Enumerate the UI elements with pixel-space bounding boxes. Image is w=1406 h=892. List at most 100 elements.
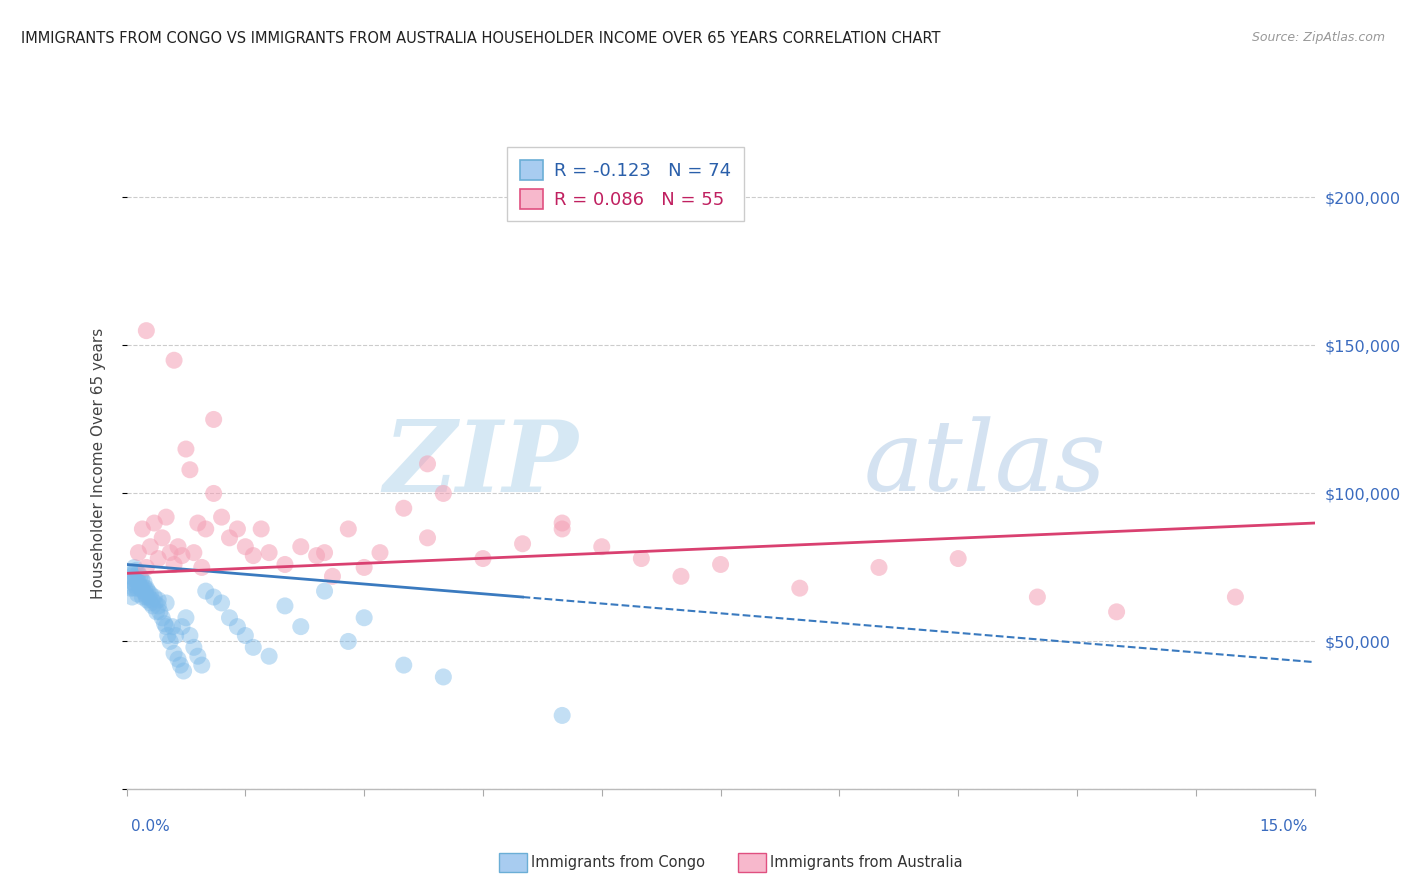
- Point: [143, 590, 166, 604]
- Point: [162, 619, 184, 633]
- Point: [132, 584, 155, 599]
- Point: [257, 649, 280, 664]
- Point: [416, 457, 439, 471]
- Point: [122, 566, 145, 581]
- Point: [131, 590, 153, 604]
- Point: [129, 581, 152, 595]
- Y-axis label: Householder Income Over 65 years: Householder Income Over 65 years: [91, 328, 105, 599]
- Point: [125, 563, 148, 577]
- Point: [122, 581, 145, 595]
- Point: [124, 572, 146, 586]
- Point: [174, 611, 197, 625]
- Point: [709, 558, 731, 572]
- Point: [135, 324, 157, 338]
- Point: [392, 501, 415, 516]
- Point: [169, 658, 191, 673]
- Point: [1225, 590, 1247, 604]
- Point: [226, 522, 249, 536]
- Text: Immigrants from Australia: Immigrants from Australia: [770, 855, 963, 870]
- Point: [211, 596, 233, 610]
- Point: [135, 590, 157, 604]
- Point: [148, 599, 170, 613]
- Point: [163, 353, 186, 368]
- Point: [314, 546, 336, 560]
- Point: [290, 540, 312, 554]
- Point: [191, 658, 214, 673]
- Point: [131, 522, 153, 536]
- Point: [337, 634, 360, 648]
- Point: [321, 569, 343, 583]
- Point: [173, 664, 195, 678]
- Text: 15.0%: 15.0%: [1260, 820, 1308, 834]
- Point: [125, 581, 148, 595]
- Point: [150, 531, 173, 545]
- Point: [257, 546, 280, 560]
- Point: [183, 546, 205, 560]
- Point: [132, 575, 155, 590]
- Point: [191, 560, 214, 574]
- Text: 0.0%: 0.0%: [131, 820, 170, 834]
- Point: [1026, 590, 1049, 604]
- Point: [218, 531, 240, 545]
- Point: [368, 546, 391, 560]
- Point: [148, 551, 170, 566]
- Point: [194, 522, 217, 536]
- Point: [131, 581, 153, 595]
- Point: [202, 590, 225, 604]
- Point: [128, 578, 150, 592]
- Point: [233, 628, 256, 642]
- Text: IMMIGRANTS FROM CONGO VS IMMIGRANTS FROM AUSTRALIA HOUSEHOLDER INCOME OVER 65 YE: IMMIGRANTS FROM CONGO VS IMMIGRANTS FROM…: [21, 31, 941, 46]
- Point: [226, 619, 249, 633]
- Point: [150, 611, 173, 625]
- Point: [145, 605, 167, 619]
- Point: [136, 593, 159, 607]
- Point: [120, 581, 142, 595]
- Point: [148, 593, 170, 607]
- Point: [512, 537, 534, 551]
- Point: [353, 611, 375, 625]
- Point: [139, 587, 162, 601]
- Point: [194, 584, 217, 599]
- Point: [630, 551, 652, 566]
- Point: [138, 590, 160, 604]
- Point: [868, 560, 890, 574]
- Point: [143, 596, 166, 610]
- Point: [337, 522, 360, 536]
- Point: [202, 486, 225, 500]
- Point: [551, 708, 574, 723]
- Point: [187, 516, 209, 530]
- Point: [122, 575, 145, 590]
- Point: [163, 646, 186, 660]
- Point: [159, 634, 181, 648]
- Point: [127, 566, 149, 581]
- Point: [183, 640, 205, 655]
- Point: [242, 549, 264, 563]
- Point: [127, 587, 149, 601]
- Point: [141, 593, 163, 607]
- Point: [155, 596, 177, 610]
- Text: ZIP: ZIP: [382, 416, 578, 512]
- Point: [211, 510, 233, 524]
- Point: [159, 546, 181, 560]
- Point: [314, 584, 336, 599]
- Point: [669, 569, 692, 583]
- Point: [392, 658, 415, 673]
- Point: [353, 560, 375, 574]
- Point: [170, 619, 193, 633]
- Point: [551, 522, 574, 536]
- Point: [139, 596, 162, 610]
- Point: [432, 486, 454, 500]
- Text: Immigrants from Congo: Immigrants from Congo: [531, 855, 706, 870]
- Point: [218, 611, 240, 625]
- Point: [135, 587, 157, 601]
- Point: [416, 531, 439, 545]
- Point: [789, 581, 811, 595]
- Point: [134, 581, 156, 595]
- Point: [167, 540, 190, 554]
- Point: [149, 605, 172, 619]
- Point: [131, 572, 153, 586]
- Point: [121, 590, 143, 604]
- Point: [135, 560, 157, 574]
- Point: [155, 510, 177, 524]
- Point: [135, 581, 157, 595]
